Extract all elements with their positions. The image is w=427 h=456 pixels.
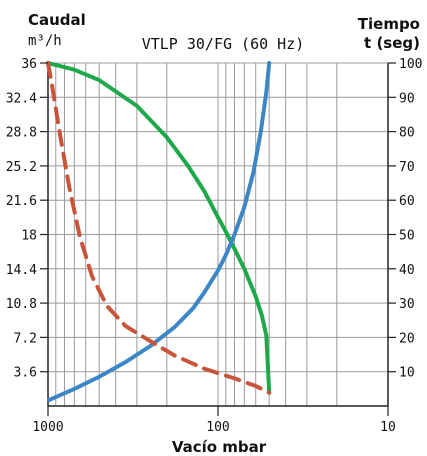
- left-tick-label: 32.4: [6, 91, 37, 106]
- right-tick-label: 40: [399, 263, 415, 278]
- left-tick-label: 18: [21, 229, 37, 244]
- right-axis-label-tiempo: Tiempo: [358, 15, 420, 33]
- tick-labels: 3.6 7.2 10.8 14.4 18 21.6 25.2 28.8 32.4 36 10 20 30…: [6, 57, 423, 435]
- left-axis-label-caudal: Caudal: [28, 11, 86, 29]
- right-tick-label: 20: [399, 331, 415, 346]
- left-tick-label: 36: [21, 57, 37, 72]
- series-line-1: [46, 61, 272, 395]
- right-tick-label: 100: [399, 57, 422, 72]
- right-tick-label: 10: [399, 366, 415, 381]
- right-tick-label: 50: [399, 229, 415, 244]
- x-tick-label: 10: [380, 420, 396, 435]
- left-tick-label: 10.8: [6, 297, 37, 312]
- right-tick-label: 70: [399, 160, 415, 175]
- series-line-2: [47, 61, 272, 402]
- series-line-3: [46, 61, 272, 395]
- x-axis-label: Vacío mbar: [172, 438, 267, 456]
- right-axis-label-unit: t (seg): [364, 34, 420, 52]
- x-tick-label: 1000: [32, 420, 63, 435]
- right-tick-label: 90: [399, 91, 415, 106]
- left-tick-label: 7.2: [14, 331, 37, 346]
- left-tick-label: 14.4: [6, 263, 37, 278]
- left-tick-label: 3.6: [14, 366, 37, 381]
- x-tick-label: 100: [206, 420, 229, 435]
- chart-title: VTLP 30/FG (60 Hz): [142, 35, 305, 53]
- left-tick-label: 25.2: [6, 160, 37, 175]
- right-tick-label: 30: [399, 297, 415, 312]
- right-tick-label: 60: [399, 194, 415, 209]
- left-tick-label: 21.6: [6, 194, 37, 209]
- grid-lines: [47, 62, 389, 407]
- left-axis-label-unit: m³/h: [28, 33, 62, 49]
- right-tick-label: 80: [399, 126, 415, 141]
- left-tick-label: 28.8: [6, 126, 37, 141]
- series-group: [46, 61, 272, 402]
